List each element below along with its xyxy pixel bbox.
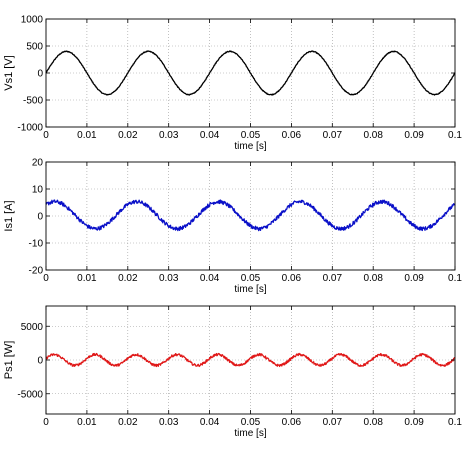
y-tick-label: -5000	[17, 389, 43, 400]
y-tick-label: -10	[29, 239, 44, 250]
x-tick-label: 0.1	[448, 130, 462, 141]
x-tick-label: 0.07	[323, 273, 343, 284]
x-tick-label: 0.02	[118, 130, 138, 141]
x-tick-label: 0.05	[241, 273, 261, 284]
x-tick-label: 0	[43, 417, 49, 428]
x-tick-label: 0.08	[363, 417, 383, 428]
x-tick-label: 0	[43, 273, 49, 284]
subplot-2: 0 0.01 0.02 0.03 0.04 0.05 0.06 0.07 0.08 0.09 0.1…	[3, 158, 462, 296]
y-tick-label: -500	[23, 96, 43, 107]
series-line-1	[45, 352, 456, 368]
y-tick-label: -20	[29, 266, 44, 277]
x-tick-label: 0.03	[159, 130, 179, 141]
x-tick-label: 0	[43, 130, 49, 141]
x-tick-label: 0.05	[241, 130, 261, 141]
y-tick-label: 0	[37, 69, 43, 80]
x-tick-label: 0.05	[241, 417, 261, 428]
x-tick-label: 0.06	[282, 273, 302, 284]
x-tick-label: 0.06	[282, 130, 302, 141]
x-axis-label: time [s]	[234, 428, 266, 439]
x-tick-label: 0.03	[159, 417, 179, 428]
subplot-1: 0 0.01 0.02 0.03 0.04 0.05 0.06 0.07 0.08 0.09 0.1…	[3, 15, 462, 153]
x-tick-label: 0.01	[77, 273, 97, 284]
x-tick-label: 0.03	[159, 273, 179, 284]
x-tick-label: 0.08	[363, 130, 383, 141]
x-tick-label: 0.09	[404, 273, 424, 284]
y-axis-label: Ps1 [W]	[3, 341, 15, 380]
y-axis-label: Is1 [A]	[3, 200, 15, 231]
y-axis-label: Vs1 [V]	[3, 55, 15, 90]
y-tick-label: 0	[37, 212, 43, 223]
x-tick-label: 0.08	[363, 273, 383, 284]
x-tick-label: 0.1	[448, 417, 462, 428]
x-tick-label: 0.01	[77, 130, 97, 141]
series-line-1	[45, 50, 456, 96]
subplot-3: 0 0.01 0.02 0.03 0.04 0.05 0.06 0.07 0.08 0.09 0.1…	[3, 305, 462, 439]
y-tick-label: 1000	[21, 15, 44, 26]
x-tick-label: 0.04	[200, 273, 220, 284]
x-tick-label: 0.01	[77, 417, 97, 428]
y-tick-label: 20	[32, 158, 44, 169]
x-tick-label: 0.07	[323, 417, 343, 428]
series-line-1	[45, 199, 456, 232]
x-tick-label: 0.07	[323, 130, 343, 141]
x-axis-label: time [s]	[234, 141, 266, 152]
y-tick-label: -1000	[17, 123, 43, 134]
x-tick-label: 0.06	[282, 417, 302, 428]
x-tick-label: 0.02	[118, 417, 138, 428]
x-tick-label: 0.04	[200, 417, 220, 428]
y-tick-label: 0	[37, 356, 43, 367]
y-tick-label: 500	[26, 42, 43, 53]
y-tick-label: 5000	[21, 322, 44, 333]
x-tick-label: 0.1	[448, 273, 462, 284]
x-tick-label: 0.09	[404, 417, 424, 428]
x-tick-label: 0.02	[118, 273, 138, 284]
x-axis-label: time [s]	[234, 284, 266, 295]
x-tick-label: 0.09	[404, 130, 424, 141]
y-tick-label: 10	[32, 185, 44, 196]
x-tick-label: 0.04	[200, 130, 220, 141]
